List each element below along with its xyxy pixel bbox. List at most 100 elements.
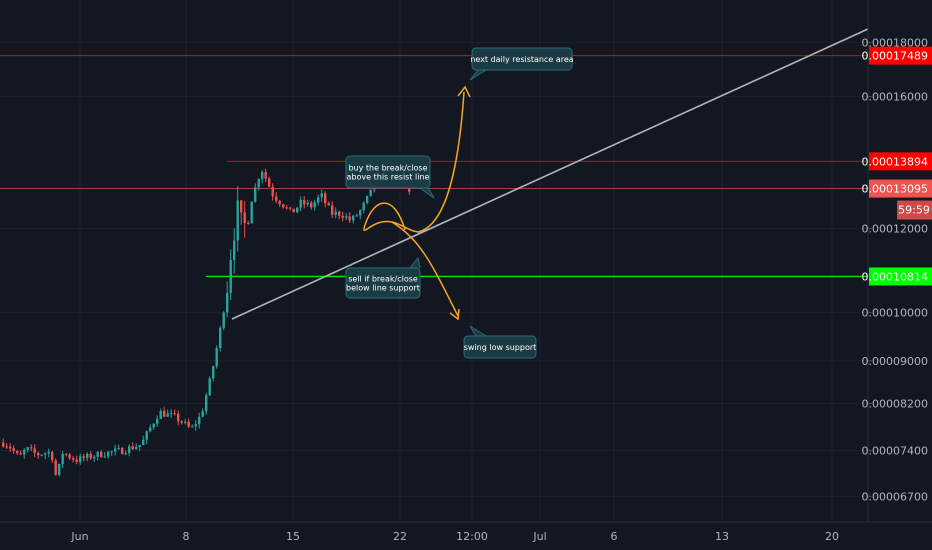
candle-body — [26, 447, 29, 451]
candle-body — [240, 200, 243, 213]
candle-body — [37, 452, 40, 456]
trendline[interactable] — [231, 28, 869, 320]
candle-body — [292, 208, 295, 213]
candle-body — [285, 207, 288, 209]
chart-grid — [0, 0, 868, 522]
candle-body — [166, 413, 169, 417]
x-tick-label: 13 — [715, 530, 729, 543]
candle-body — [271, 186, 274, 197]
candle-body — [320, 193, 323, 198]
x-tick-label: Jul — [532, 530, 546, 543]
candle-body — [341, 215, 344, 218]
price-level-lines[interactable] — [0, 55, 868, 278]
support-trendline[interactable] — [231, 28, 869, 320]
candle-body — [187, 421, 190, 427]
price-level-badge[interactable] — [869, 46, 932, 65]
price-level-badge-label: 0.00010814 — [862, 270, 928, 283]
candle-body — [30, 447, 33, 449]
candle-body — [233, 240, 236, 260]
candle-body — [107, 451, 110, 457]
candle-body — [362, 202, 365, 211]
candle-body — [114, 448, 117, 452]
candle-body — [100, 451, 103, 458]
time-axis[interactable]: Jun 8 15 22 12:00 Jul 6 13 20 — [0, 521, 932, 543]
candle-body — [198, 416, 201, 425]
candle-body — [201, 411, 204, 417]
cup-curve — [363, 202, 421, 233]
callout-text: sell if break/close — [348, 275, 418, 284]
breakdown-arrow-down[interactable] — [391, 221, 459, 317]
candle-body — [19, 453, 22, 455]
candle-body — [296, 207, 299, 213]
y-tick-label: 0.00010000 — [862, 306, 928, 319]
callout-pointer — [409, 256, 421, 269]
candle-body — [257, 179, 260, 188]
candle-body — [306, 202, 309, 205]
candle-body — [58, 463, 61, 475]
y-tick-label: 0.00016000 — [862, 91, 928, 104]
candle-body — [275, 196, 278, 201]
x-tick-label: 20 — [825, 530, 839, 543]
candle-body — [250, 201, 253, 224]
candle-body — [317, 197, 320, 203]
candle-body — [226, 293, 229, 313]
candle-body — [121, 447, 124, 455]
candle-body — [96, 451, 99, 457]
candle-body — [243, 212, 246, 224]
countdown-label: 59:59 — [898, 204, 930, 217]
annotation-callout[interactable]: next daily resistance area — [469, 47, 574, 81]
candle-body — [334, 211, 337, 215]
annotation-callouts[interactable]: next daily resistance area buy the break/… — [345, 47, 574, 359]
candle-body — [86, 453, 89, 459]
candle-body — [9, 446, 12, 449]
candle-body — [103, 456, 106, 458]
candle-body — [40, 454, 43, 456]
callout-box — [471, 47, 573, 71]
candle-body — [191, 426, 194, 428]
projection-arrows[interactable] — [363, 85, 471, 321]
breakout-arrow-up[interactable] — [417, 91, 465, 233]
candle-body — [177, 413, 180, 422]
candle-body — [268, 178, 271, 187]
x-tick-label: 8 — [183, 530, 190, 543]
candle-body — [54, 460, 57, 475]
candle-body — [236, 200, 239, 241]
candle-body — [149, 427, 152, 432]
price-level-badge[interactable] — [869, 267, 932, 286]
candle-body — [75, 459, 78, 463]
arrowhead-up — [457, 85, 471, 98]
candle-body — [124, 453, 127, 455]
candle-body — [348, 216, 351, 221]
candle-body — [369, 189, 372, 197]
candle-body — [289, 207, 292, 209]
candle-body — [79, 456, 82, 463]
price-level-badge[interactable] — [869, 179, 932, 198]
candle-body — [110, 451, 113, 453]
candle-body — [310, 202, 313, 208]
candle-body — [117, 447, 120, 449]
candle-body — [51, 451, 54, 461]
price-level-badge-label: 0.00013894 — [862, 155, 928, 168]
candle-body — [68, 454, 71, 459]
candle-body — [2, 442, 5, 447]
candle-body — [145, 431, 148, 440]
candle-body — [254, 187, 257, 202]
candle-body — [355, 215, 358, 217]
price-level-badge-label: 0.00017489 — [862, 50, 928, 63]
callout-text: buy the break/close — [348, 164, 427, 173]
price-axis[interactable]: 0.00020000 0.00018000 0.00016000 0.00012000… — [862, 0, 932, 550]
candle-body — [352, 215, 355, 221]
candle-body — [89, 453, 92, 459]
candle-body — [180, 421, 183, 423]
price-level-badge[interactable] — [869, 152, 932, 171]
annotation-callout[interactable]: swing low support — [463, 325, 537, 359]
candle-body — [47, 451, 50, 454]
candle-body — [5, 446, 8, 448]
callout-pointer — [469, 325, 487, 337]
callout-box — [345, 155, 431, 189]
candlestick-series — [2, 161, 411, 477]
candle-body — [212, 366, 215, 379]
